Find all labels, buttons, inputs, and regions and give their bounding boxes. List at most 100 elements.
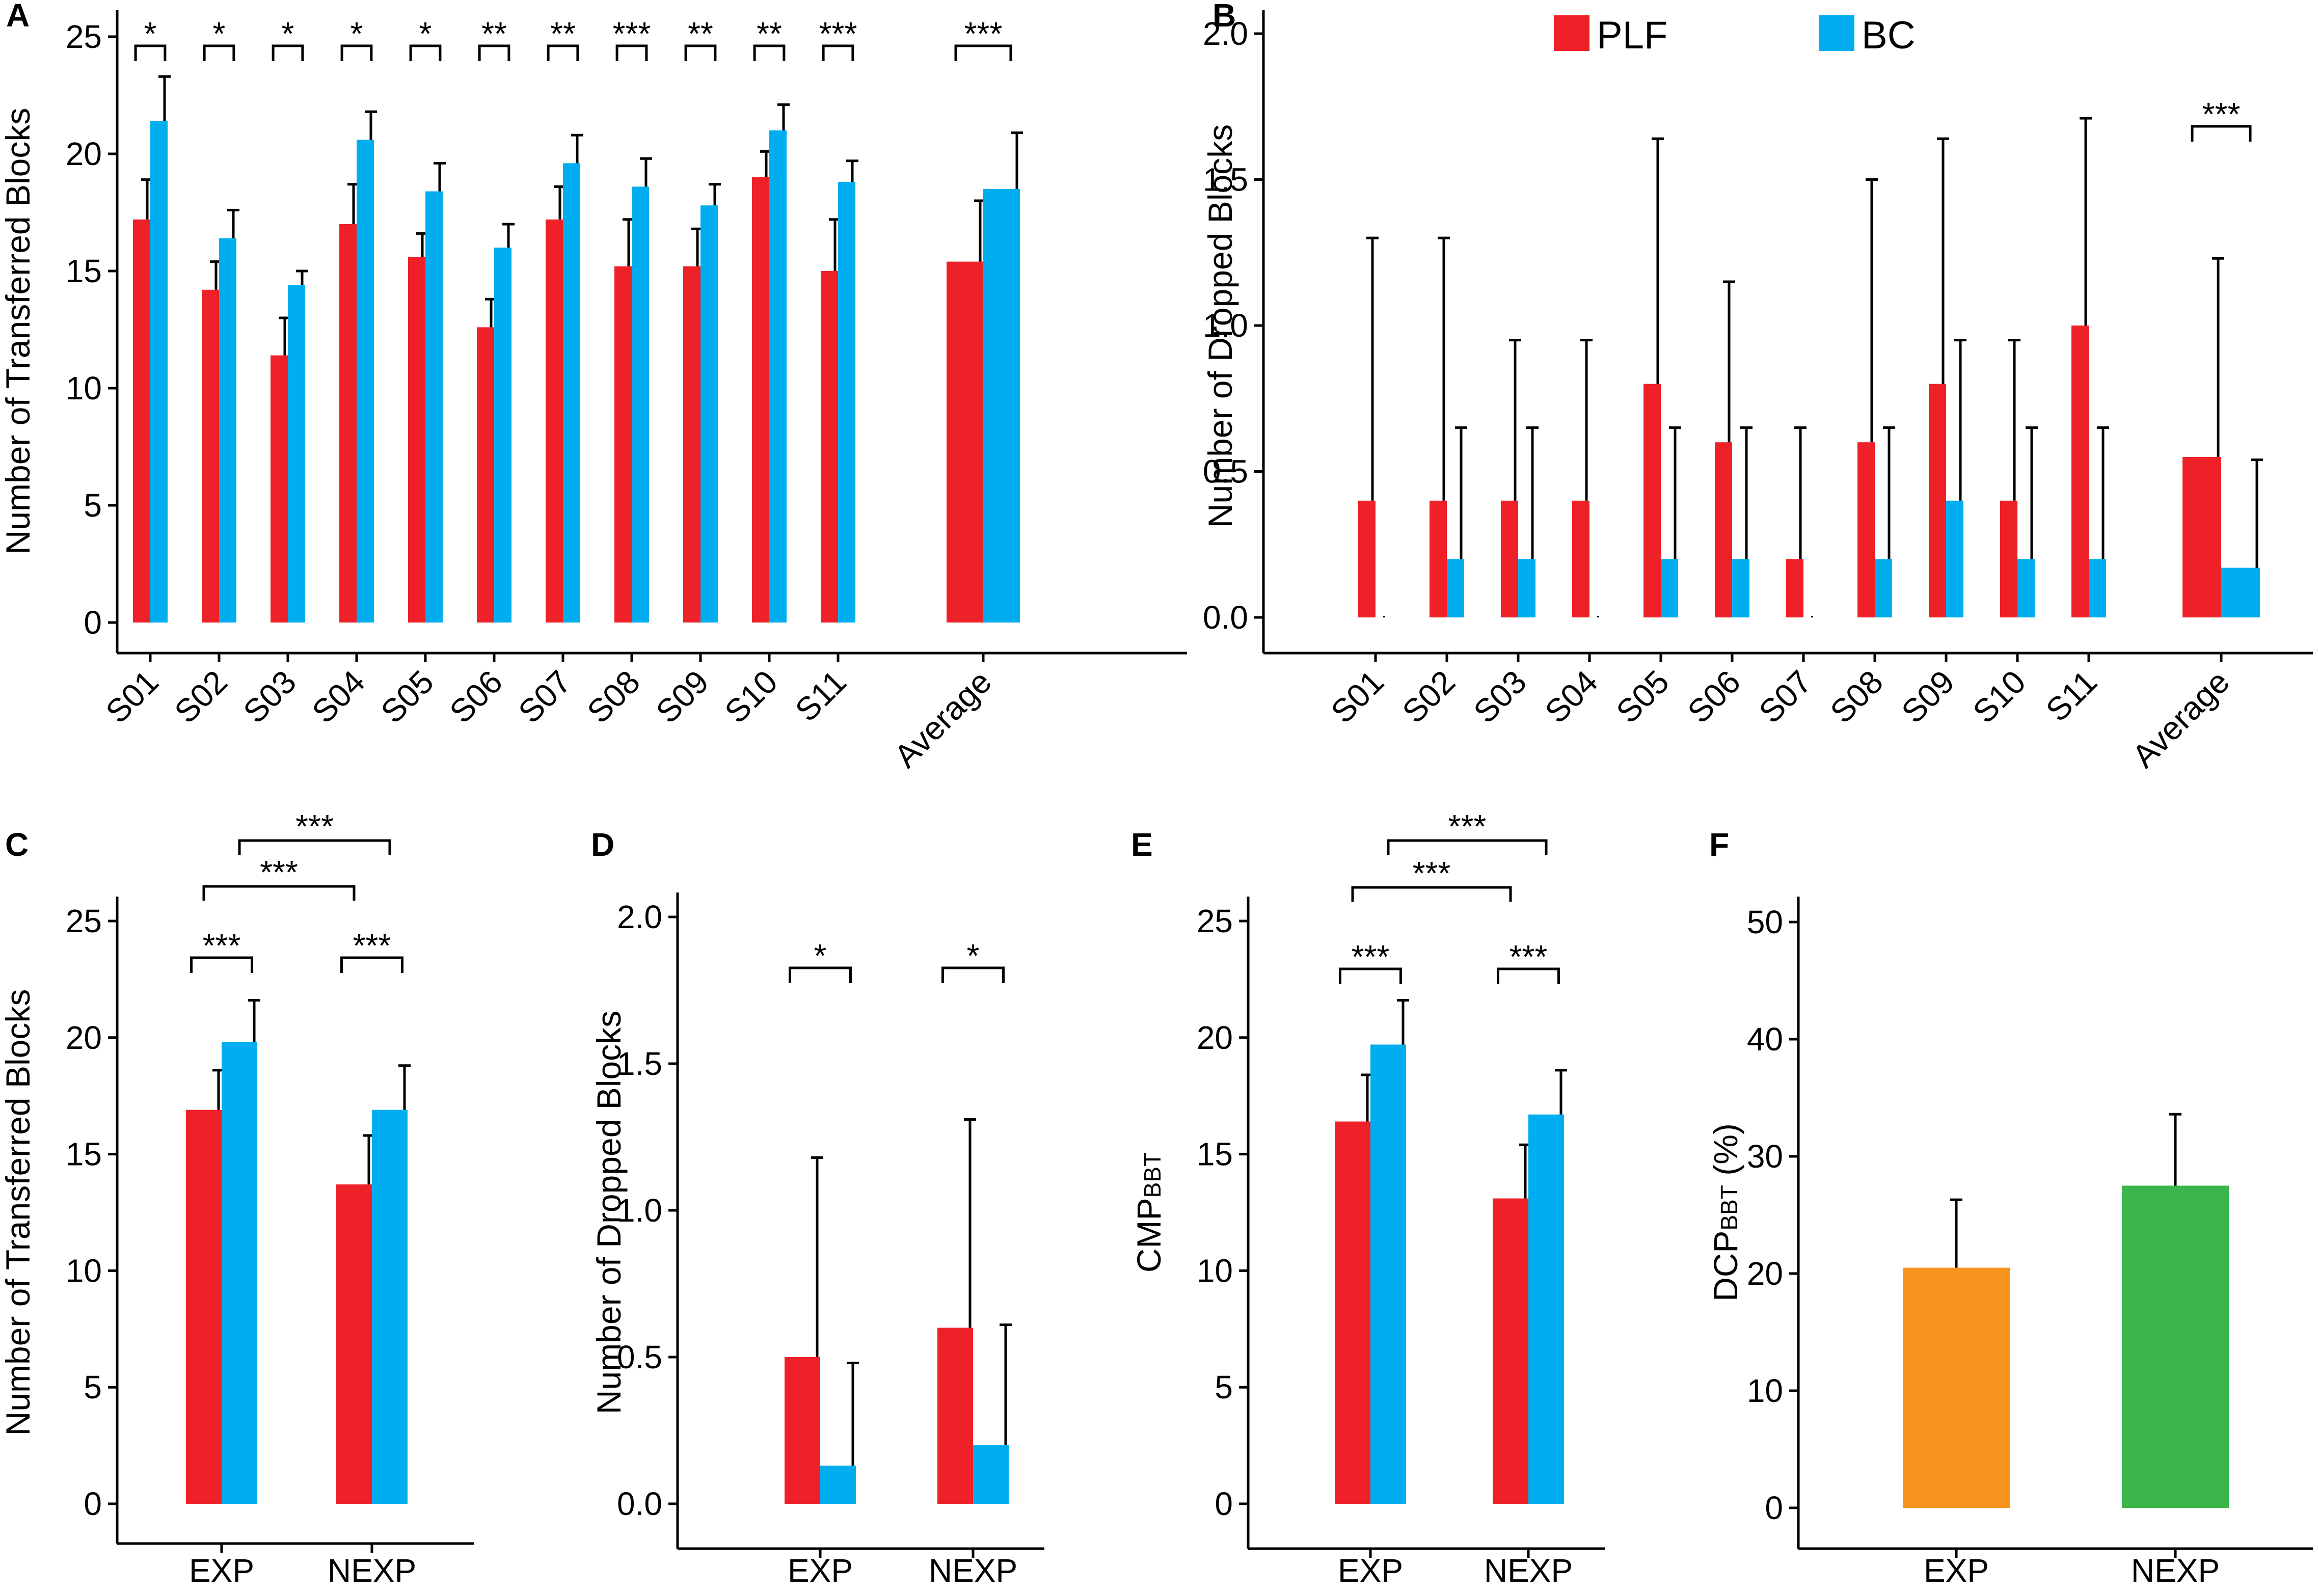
panel-e-sig-label-exp: ***	[1352, 938, 1390, 975]
panel-e-sig-label-nexp: ***	[1510, 938, 1548, 975]
panel-a-x-label-s10: S10	[717, 663, 784, 730]
panel-a-bar-bc-s02	[219, 238, 236, 623]
panel-c-bar-bc-nexp	[372, 1110, 408, 1504]
panel-a-x-label-s05: S05	[373, 663, 440, 730]
panel-c-sig-label-exp: ***	[203, 927, 241, 964]
panel-a-x-label-s01: S01	[98, 663, 165, 730]
panel-a-y-tick-label: 15	[66, 253, 102, 289]
panel-b-bar-bc-s02	[1447, 559, 1464, 617]
panel-f-bar-dcp-nexp	[2122, 1185, 2229, 1508]
panel-a-sig-bracket-s02	[203, 44, 235, 61]
panel-c-y-tick-label: 20	[66, 1019, 102, 1056]
panel-e-x-label-exp: EXP	[1338, 1552, 1403, 1589]
legend-label-bc: BC	[1862, 14, 1916, 57]
panel-b-bar-plf-s09	[1929, 384, 1946, 617]
panel-a-bar-plf-s08	[614, 266, 632, 623]
panel-b-y-tick-label: 0.5	[1203, 453, 1248, 490]
panel-e-y-tick-label: 20	[1197, 1019, 1233, 1056]
panel-f-y-tick-label: 50	[1747, 904, 1783, 940]
panel-a-bar-plf-s05	[408, 257, 425, 623]
panel-a-x-label-s03: S03	[236, 663, 303, 730]
panel-d-sig-label-nexp: *	[967, 937, 980, 974]
panel-f-y-title-suffix: (%)	[1707, 1123, 1744, 1185]
panel-e-bar-plf-exp	[1335, 1121, 1370, 1504]
legend-swatch-plf	[1554, 15, 1589, 51]
panel-e-y-tick-label: 5	[1215, 1369, 1233, 1405]
panel-b-bar-bc-s01	[1383, 616, 1385, 617]
panel-a-y-tick-label: 25	[66, 18, 102, 55]
panel-f-y-tick-label: 30	[1747, 1138, 1783, 1175]
panel-c-between-bracket-bc	[238, 839, 391, 855]
panel-d-y-tick-label: 0.0	[617, 1485, 662, 1522]
panel-a-sig-label-s04: *	[351, 15, 363, 52]
panel-b-x-label-average: Average	[2125, 663, 2236, 775]
panel-d: D 0.0 0.5 1.0 1.5 2.0 Number of Dropped Blocks…	[590, 826, 1044, 1589]
panel-b-bar-plf-s08	[1857, 442, 1875, 617]
panel-a-bar-bc-s06	[494, 248, 511, 623]
panel-d-x-label-exp: EXP	[788, 1552, 853, 1589]
panel-c-sig-label-nexp: ***	[353, 927, 391, 964]
panel-d-sig-bracket-exp	[789, 966, 852, 983]
panel-a-sig-label-s10: **	[757, 15, 782, 52]
panel-d-letter: D	[591, 826, 614, 863]
panel-e-between-bracket-bc	[1387, 839, 1548, 855]
panel-a-sig-label-s09: **	[688, 15, 713, 52]
panel-b-bar-plf-s02	[1430, 500, 1447, 617]
panel-c-y-tick-label: 10	[66, 1252, 102, 1289]
panel-e-y-title: CMPBBT	[1130, 1152, 1168, 1273]
panel-c-x-label-exp: EXP	[189, 1552, 254, 1589]
panel-a-sig-label-s01: *	[144, 15, 157, 52]
panel-d-y-tick-label: 1.0	[617, 1192, 662, 1229]
panel-a-x-label-s09: S09	[649, 663, 715, 730]
panel-b-sig-bracket-average	[2191, 125, 2252, 142]
panel-b-bar-plf-s11	[2071, 326, 2089, 617]
panel-e-sig-bracket-nexp	[1497, 967, 1560, 984]
panel-e: E 0 5 10 15 20 25 CMPBBT EXP *** NEXP *** *** ***	[1130, 808, 1605, 1589]
panel-b-bar-bc-s10	[2017, 559, 2035, 617]
panel-e-y-tick-label: 15	[1197, 1136, 1233, 1173]
panel-b-bar-plf-s05	[1643, 384, 1661, 617]
panel-a-sig-bracket-s04	[340, 44, 373, 61]
panel-b-bar-bc-s08	[1875, 559, 1892, 617]
panel-f-y-tick-label: 0	[1765, 1490, 1783, 1526]
panel-d-bar-bc-nexp	[973, 1445, 1009, 1504]
panel-c-y-title: Number of Transferred Blocks	[0, 989, 37, 1436]
panel-b-bar-plf-s06	[1715, 442, 1732, 617]
panel-c-y-tick-label: 15	[66, 1136, 102, 1173]
panel-c-bar-bc-exp	[222, 1042, 257, 1504]
panel-a-sig-bracket-average	[954, 44, 1012, 61]
panel-d-bar-bc-exp	[820, 1466, 856, 1504]
panel-a-x-label-average: Average	[887, 663, 999, 775]
panel-b-bar-bc-s06	[1732, 559, 1749, 617]
panel-e-bar-bc-exp	[1370, 1044, 1406, 1504]
panel-e-bar-bc-nexp	[1528, 1114, 1564, 1504]
panel-a-bar-bc-s11	[838, 182, 855, 623]
panel-a-sig-label-s07: **	[550, 15, 576, 52]
panel-e-y-tick-label: 25	[1197, 903, 1233, 939]
panel-d-y-tick-label: 1.5	[617, 1045, 662, 1082]
panel-b-x-label-s09: S09	[1894, 663, 1961, 730]
panel-c-between-label-plf: ***	[260, 854, 298, 890]
legend: PLF BC	[1554, 14, 1916, 57]
panel-a-sig-bracket-s01	[134, 44, 167, 61]
panel-b-x-label-s05: S05	[1609, 663, 1676, 730]
panel-c-sig-bracket-nexp	[340, 956, 403, 973]
panel-a-bar-bc-s08	[632, 186, 649, 623]
panel-d-sig-label-exp: *	[814, 937, 827, 974]
panel-a-letter: A	[6, 0, 30, 34]
panel-a-bar-bc-s03	[288, 285, 305, 623]
panel-a-bar-plf-s11	[821, 271, 838, 623]
panel-a-x-label-s04: S04	[305, 663, 371, 730]
panel-a-sig-label-s08: ***	[613, 15, 651, 52]
panel-b-x-label-s02: S02	[1395, 663, 1462, 730]
panel-a-sig-bracket-s07	[547, 44, 579, 61]
panel-b-y-title: Number of Dropped Blocks	[1201, 124, 1239, 528]
panel-e-sig-bracket-exp	[1339, 967, 1402, 984]
panel-a-x-label-s02: S02	[167, 663, 234, 730]
panel-e-between-label-plf: ***	[1413, 855, 1451, 891]
panel-e-between-label-bc: ***	[1448, 808, 1487, 845]
panel-b-x-label-s10: S10	[1965, 663, 2032, 730]
panel-a-bar-plf-s02	[202, 289, 219, 623]
panel-b-y-tick-label: 1.0	[1203, 307, 1248, 344]
